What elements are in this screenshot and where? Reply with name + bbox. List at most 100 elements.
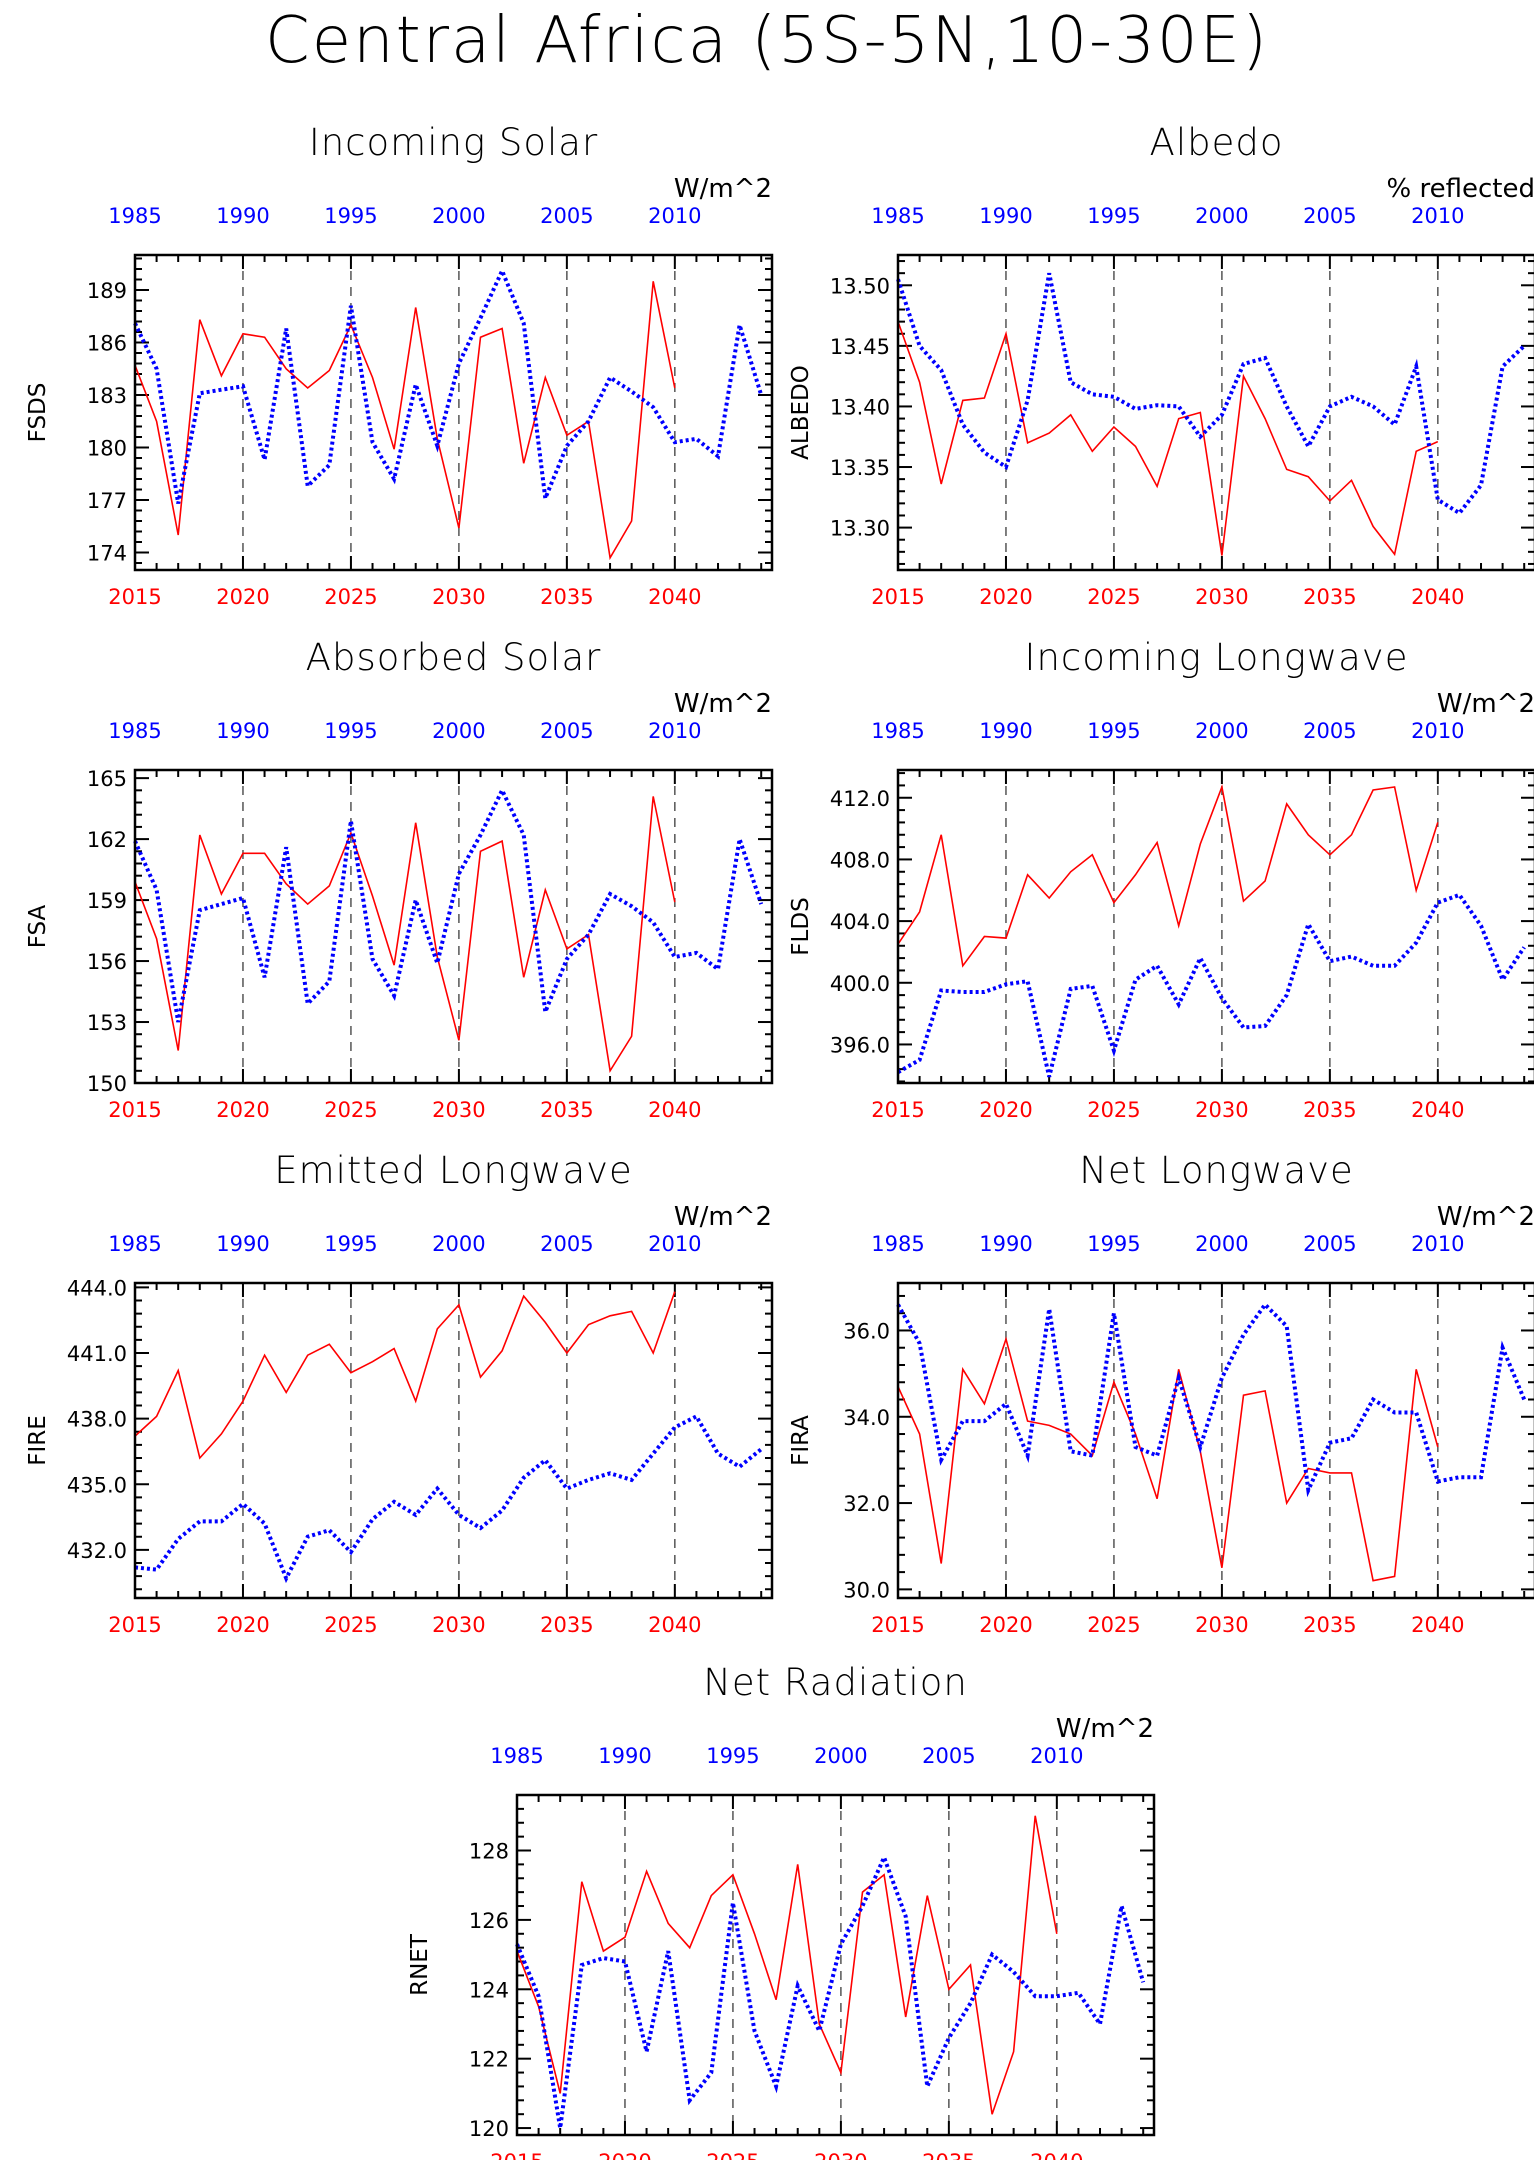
y-tick-label: 412.0: [830, 787, 890, 811]
x-tick-label-bottom: 2035: [540, 1098, 593, 1122]
plot-frame: [133, 768, 774, 1085]
x-tick-label-top: 1985: [108, 719, 161, 743]
panel-title-fsa: Absorbed Solar: [306, 636, 602, 679]
plot-frame: [133, 253, 774, 572]
y-tick-label: 120: [469, 2117, 509, 2141]
panel-title-fira: Net Longwave: [1079, 1149, 1354, 1192]
x-tick-label-bottom: 2040: [648, 1613, 701, 1637]
x-tick-label-top: 1995: [1087, 719, 1140, 743]
x-tick-label-bottom: 2035: [1303, 1098, 1356, 1122]
x-tick-label-bottom: 2025: [1087, 1613, 1140, 1637]
x-tick-label-bottom: 2035: [922, 2150, 975, 2160]
x-tick-label-top: 2000: [432, 204, 485, 228]
x-tick-label-top: 2000: [1195, 204, 1248, 228]
y-tick-label: 126: [469, 1909, 509, 1933]
y-tick-label: 124: [469, 1978, 509, 2002]
panel-fsa: Absorbed Solar W/m^2 150 153 156 159 162 165 FSA…: [25, 636, 774, 1122]
x-tick-label-top: 2010: [648, 1232, 701, 1256]
x-tick-label-bottom: 2030: [432, 1098, 485, 1122]
x-tick-label-top: 1985: [871, 719, 924, 743]
y-tick-label: 186: [87, 332, 127, 356]
x-tick-label-top: 1985: [871, 204, 924, 228]
x-tick-label-bottom: 2015: [490, 2150, 543, 2160]
x-tick-label-top: 1995: [706, 1744, 759, 1768]
x-tick-label-top: 2005: [1303, 719, 1356, 743]
x-tick-label-top: 1990: [598, 1744, 651, 1768]
y-tick-label: 150: [87, 1072, 127, 1096]
x-tick-label-top: 2000: [432, 1232, 485, 1256]
y-tick-label: 36.0: [843, 1319, 890, 1343]
x-tick-label-top: 1990: [216, 204, 269, 228]
y-tick-label: 34.0: [843, 1406, 890, 1430]
x-tick-label-top: 1995: [324, 719, 377, 743]
x-tick-label-bottom: 2030: [1195, 1613, 1248, 1637]
x-tick-label-top: 2000: [432, 719, 485, 743]
y-tick-label: 122: [469, 2048, 509, 2072]
x-tick-label-bottom: 2020: [979, 585, 1032, 609]
x-tick-label-top: 2005: [922, 1744, 975, 1768]
x-tick-label-bottom: 2025: [1087, 1098, 1140, 1122]
y-tick-label: 444.0: [67, 1276, 127, 1300]
x-tick-label-top: 1990: [216, 719, 269, 743]
figure-title: Central Africa (5S-5N,10-30E): [265, 4, 1269, 78]
x-tick-label-bottom: 2040: [648, 1098, 701, 1122]
y-axis-label-fsa: FSA: [25, 904, 51, 948]
x-tick-label-top: 1985: [108, 204, 161, 228]
y-axis-label-rnet: RNET: [407, 1933, 433, 1996]
plot-frame: [896, 1281, 1534, 1600]
y-tick-label: 13.35: [830, 456, 890, 480]
y-tick-label: 177: [87, 489, 127, 513]
x-tick-label-top: 2005: [540, 204, 593, 228]
panel-albedo: Albedo % reflected 13.30 13.35 13.40 13.45 13.…: [788, 121, 1534, 609]
panel-units-albedo: % reflected: [1387, 174, 1534, 204]
series-line-albedo-top-axis: [896, 272, 1526, 516]
series-line-flds-bottom-axis: [897, 784, 1439, 968]
y-axis-label-fsds: FSDS: [25, 383, 51, 443]
y-tick-label: 408.0: [830, 848, 890, 872]
panel-fsds: Incoming Solar W/m^2 174 177 180 183 186 189 FSD…: [25, 121, 774, 609]
panel-units-fsa: W/m^2: [674, 689, 772, 719]
series-line-flds-top-axis: [897, 892, 1526, 1078]
x-tick-label-bottom: 2015: [108, 1613, 161, 1637]
x-tick-label-bottom: 2035: [540, 585, 593, 609]
x-tick-label-top: 1990: [216, 1232, 269, 1256]
x-tick-label-top: 1985: [490, 1744, 543, 1768]
y-tick-label: 396.0: [830, 1033, 890, 1057]
x-tick-label-bottom: 2030: [814, 2150, 867, 2160]
series-line-rnet-bottom-axis: [516, 1815, 1058, 2115]
x-tick-label-bottom: 2040: [1411, 585, 1464, 609]
y-tick-label: 404.0: [830, 910, 890, 934]
y-tick-label: 30.0: [843, 1578, 890, 1602]
panel-units-flds: W/m^2: [1437, 689, 1534, 719]
y-tick-label: 432.0: [67, 1539, 127, 1563]
x-tick-label-top: 1990: [979, 1232, 1032, 1256]
y-axis-label-fire: FIRE: [25, 1415, 51, 1466]
plot-frame: [515, 1793, 1156, 2137]
series-line-fire-top-axis: [134, 1413, 763, 1584]
x-tick-label-top: 2005: [1303, 204, 1356, 228]
x-tick-label-top: 2010: [1411, 1232, 1464, 1256]
x-tick-label-bottom: 2040: [1411, 1098, 1464, 1122]
x-tick-label-top: 2005: [540, 719, 593, 743]
y-tick-label: 174: [87, 542, 127, 566]
y-axis-label-flds: FLDS: [788, 897, 814, 955]
x-tick-label-bottom: 2035: [1303, 585, 1356, 609]
x-tick-label-bottom: 2040: [1030, 2150, 1083, 2160]
panel-rnet: Net Radiation W/m^2 120 122 124 126 128 RNET 201…: [407, 1661, 1156, 2160]
x-tick-label-bottom: 2020: [216, 1098, 269, 1122]
x-tick-label-top: 2010: [1411, 204, 1464, 228]
series-line-fsa-top-axis: [133, 785, 764, 1023]
panel-units-fire: W/m^2: [674, 1202, 772, 1232]
panel-title-fire: Emitted Longwave: [274, 1149, 633, 1192]
series-line-rnet-top-axis: [515, 1852, 1146, 2129]
x-tick-label-top: 1985: [108, 1232, 161, 1256]
plot-frame: [896, 253, 1534, 572]
x-tick-label-top: 2010: [1411, 719, 1464, 743]
y-tick-label: 153: [87, 1011, 127, 1035]
y-tick-label: 13.50: [830, 274, 890, 298]
panel-title-fsds: Incoming Solar: [309, 121, 598, 164]
y-tick-label: 435.0: [67, 1473, 127, 1497]
plot-frame: [133, 1281, 774, 1600]
x-tick-label-bottom: 2020: [216, 585, 269, 609]
